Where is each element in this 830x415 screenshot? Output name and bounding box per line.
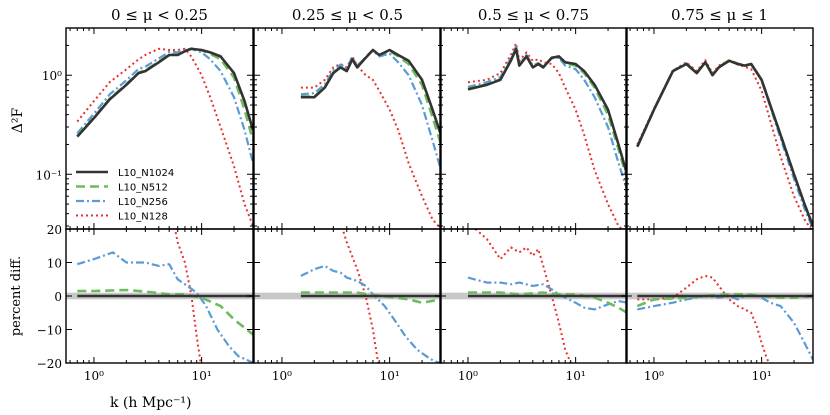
x-tick-label: 10⁰: [458, 369, 478, 383]
series-l10-n256-panel-3-top: [467, 45, 627, 190]
top-y-axis-label: Δ²F: [10, 107, 26, 133]
plot-layer: [66, 42, 813, 363]
x-tick-label: 10¹: [380, 369, 400, 383]
series-l10-n256-panel-2-top: [300, 49, 441, 171]
x-tick-label: 10¹: [192, 369, 212, 383]
label-layer: 10⁰ 10¹ 0 ≤ μ < 0.25 10⁰ 10¹ 0.25 ≤ μ < 0.5 10…: [9, 6, 772, 411]
top-y-tick-label: 10⁰: [42, 69, 62, 83]
series-l10-n128-panel-1-top: [76, 47, 253, 227]
series-l10-n256-panel-4-bottom: [637, 293, 813, 361]
series-l10-n256-panel-4-top: [636, 59, 813, 229]
x-tick-label: 10⁰: [84, 369, 104, 383]
panel-3-top-frame: [439, 27, 628, 230]
bottom-y-tick-label: 10: [47, 257, 62, 271]
series-l10-n1024-panel-3-top: [467, 47, 627, 175]
top-y-tick-label: 10⁻¹: [36, 168, 62, 182]
series-l10-n128-panel-2-top: [300, 55, 441, 229]
series-l10-n128-panel-3-top: [467, 42, 624, 229]
series-l10-n128-panel-4-top: [636, 59, 813, 229]
legend-label-l10-n512: L10_N512: [118, 183, 168, 194]
x-axis-label: k (h Mpc⁻¹): [110, 395, 191, 411]
bottom-y-tick-label: 20: [47, 223, 62, 237]
legend-label-l10-n1024: L10_N1024: [118, 168, 174, 179]
bottom-y-tick-label: 0: [54, 290, 62, 304]
series-l10-n1024-panel-4-top: [636, 59, 813, 227]
series-l10-n1024-panel-1-top: [76, 47, 253, 138]
panel-title-4: 0.75 ≤ μ ≤ 1: [671, 6, 768, 24]
panel-4-top-frame: [625, 27, 814, 230]
series-l10-n128-panel-4-bottom: [637, 274, 770, 363]
series-l10-n256-panel-3-bottom: [467, 276, 627, 311]
x-tick-label: 10⁰: [272, 369, 292, 383]
bottom-y-tick-label: −20: [37, 357, 62, 371]
x-tick-label: 10¹: [752, 369, 772, 383]
legend-label-l10-n128: L10_N128: [118, 212, 168, 223]
series-l10-n512-panel-1-bottom: [77, 288, 253, 336]
bottom-y-tick-label: −10: [37, 324, 62, 338]
series-l10-n512-panel-2-top: [300, 48, 441, 145]
panel-title-1: 0 ≤ μ < 0.25: [111, 6, 208, 24]
series-l10-n256-panel-2-bottom: [300, 264, 441, 363]
series-l10-n1024-panel-2-top: [300, 48, 441, 136]
series-l10-n256-panel-1-bottom: [76, 251, 253, 363]
x-tick-label: 10¹: [566, 369, 586, 383]
panel-title-3: 0.5 ≤ μ < 0.75: [478, 6, 589, 24]
panel-title-2: 0.25 ≤ μ < 0.5: [292, 6, 403, 24]
panel-2-top-frame: [253, 27, 442, 230]
legend: L10_N1024 L10_N512 L10_N256 L10_N128: [76, 168, 174, 223]
series-l10-n256-panel-1-top: [76, 47, 253, 164]
series-l10-n512-panel-3-bottom: [468, 291, 627, 314]
bottom-y-axis-label: percent diff.: [9, 256, 24, 336]
x-tick-label: 10⁰: [644, 369, 664, 383]
series-l10-n512-panel-4-top: [636, 58, 813, 227]
axis-layer: [65, 27, 814, 364]
legend-label-l10-n256: L10_N256: [118, 197, 168, 208]
series-l10-n512-panel-3-top: [467, 47, 627, 180]
series-l10-n512-panel-4-bottom: [636, 292, 813, 308]
